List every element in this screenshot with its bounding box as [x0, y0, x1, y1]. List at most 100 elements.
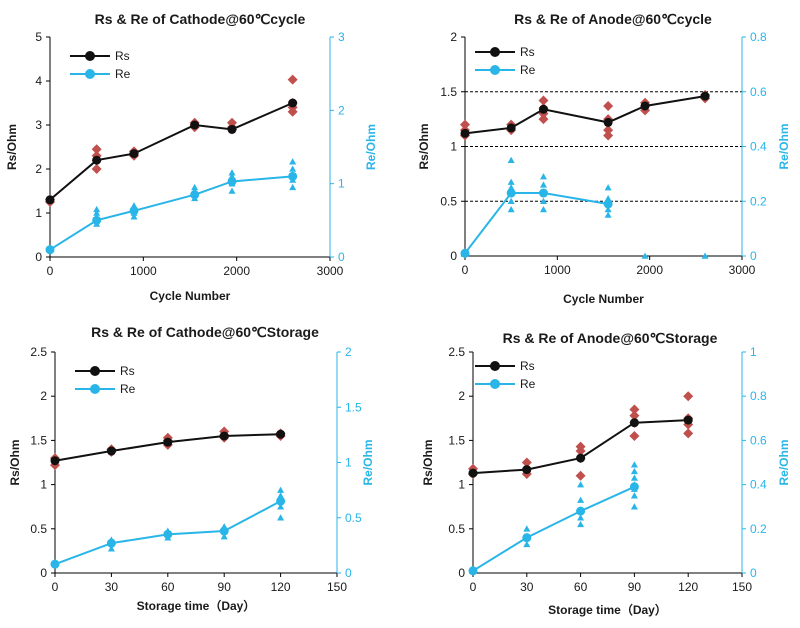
series-point-rs	[106, 446, 116, 456]
re-scatter-point	[604, 205, 612, 213]
series-point-re	[227, 176, 237, 186]
rs-scatter-point	[603, 125, 614, 136]
re-scatter-point	[277, 514, 285, 521]
series-point-rs	[460, 128, 470, 138]
re-scatter-point	[539, 173, 547, 180]
re-scatter-point	[539, 205, 547, 213]
series-point-rs	[92, 155, 102, 165]
y2-tick-label: 0.6	[750, 433, 767, 447]
series-point-rs	[129, 149, 139, 159]
re-scatter-point	[577, 481, 585, 488]
x-tick-label: 1000	[544, 263, 571, 277]
legend-label-re: Re	[120, 382, 136, 396]
y-tick-label: 5	[35, 30, 42, 44]
y-tick-label: 0.5	[440, 194, 457, 208]
series-point-rs	[538, 104, 548, 114]
y-axis-label: Rs/Ohm	[421, 439, 435, 485]
legend-label-rs: Rs	[115, 49, 130, 63]
series-point-re	[50, 559, 60, 569]
legend-marker-rs	[90, 366, 100, 376]
legend: Rs Re	[475, 359, 536, 391]
re-scatter-point	[277, 486, 285, 493]
y2-axis-label: Re/Ohm	[777, 439, 791, 485]
legend-label-re: Re	[520, 63, 536, 77]
legend-label-rs: Rs	[120, 364, 135, 378]
y-tick-label: 2	[458, 389, 465, 403]
series-point-re	[576, 506, 586, 516]
y-tick-label: 0	[35, 250, 42, 264]
series-line-rs	[49, 102, 294, 201]
y-tick-label: 0	[458, 566, 465, 580]
y-tick-label: 0.5	[30, 522, 47, 536]
re-scatter-point	[507, 156, 515, 163]
legend-marker-rs	[85, 51, 95, 61]
series-point-re	[629, 482, 639, 492]
re-scatter-point	[191, 183, 199, 191]
series-point-re	[468, 566, 478, 576]
rs-scatter-point	[629, 410, 640, 421]
y-tick-label: 1	[35, 206, 42, 220]
re-scatter-point	[641, 252, 649, 259]
series-point-rs	[219, 431, 229, 441]
chart-title: Rs & Re of Anode@60℃Storage	[503, 330, 718, 346]
rs-scatter-point	[683, 428, 694, 439]
legend: Rs Re	[70, 49, 131, 81]
rs-scatter-point	[287, 74, 298, 85]
x-axis-label: Cycle Number	[563, 292, 644, 306]
y2-tick-label: 0.5	[345, 511, 362, 525]
rs-scatter-point	[575, 441, 586, 452]
x-tick-label: 30	[520, 580, 534, 594]
legend-marker-rs	[490, 361, 500, 371]
series-point-rs	[288, 98, 298, 108]
x-tick-label: 30	[105, 580, 119, 594]
rs-scatter-point	[603, 100, 614, 111]
y-tick-label: 0.5	[448, 522, 465, 536]
series-point-rs	[629, 418, 639, 428]
re-scatter-point	[93, 209, 101, 216]
y-tick-label: 1.5	[448, 433, 465, 447]
x-axis-label: Storage time（Day）	[548, 602, 667, 617]
rs-scatter-point	[538, 95, 549, 106]
y2-tick-label: 0.8	[750, 389, 767, 403]
rs-scatter-point	[460, 119, 470, 130]
x-tick-label: 60	[574, 580, 588, 594]
y-tick-label: 2	[450, 30, 457, 44]
series-point-rs	[700, 91, 710, 101]
y-tick-label: 2.5	[448, 345, 465, 359]
rs-scatter-point	[538, 114, 549, 125]
y2-tick-label: 1	[750, 345, 757, 359]
series-point-rs	[683, 415, 693, 425]
series-point-re	[522, 533, 532, 543]
x-tick-label: 1000	[130, 264, 157, 278]
x-tick-label: 0	[52, 580, 59, 594]
series-point-re	[460, 248, 470, 258]
re-scatter-point	[630, 467, 638, 475]
series-point-rs	[190, 120, 200, 130]
series-line-re	[472, 485, 635, 572]
y-tick-label: 3	[35, 118, 42, 132]
re-scatter-point	[507, 184, 515, 191]
re-scatter-point	[577, 496, 585, 503]
x-axis-label: Storage time（Day）	[137, 598, 256, 613]
chart-panel-4: 0 30 60 90 120 15000.511.522.500.20.40.60.81R…	[421, 330, 791, 617]
rs-scatter-point	[683, 391, 694, 402]
series-line-re	[464, 192, 609, 254]
re-scatter-point	[93, 205, 101, 213]
x-tick-label: 120	[678, 580, 698, 594]
y2-tick-label: 2	[345, 345, 352, 359]
series-point-re	[190, 190, 200, 200]
y-tick-label: 2.5	[30, 345, 47, 359]
re-scatter-point	[228, 169, 236, 176]
chart-title: Rs & Re of Cathode@60℃cycle	[95, 11, 306, 27]
series-line-re	[49, 175, 293, 251]
rs-scatter-point	[629, 404, 640, 415]
y2-tick-label: 2	[338, 103, 345, 117]
rs-scatter-point	[575, 470, 586, 481]
y2-tick-label: 3	[338, 30, 345, 44]
y-tick-label: 1	[458, 478, 465, 492]
x-tick-label: 0	[470, 580, 477, 594]
y-tick-label: 1	[450, 140, 457, 154]
series-point-re	[92, 215, 102, 225]
